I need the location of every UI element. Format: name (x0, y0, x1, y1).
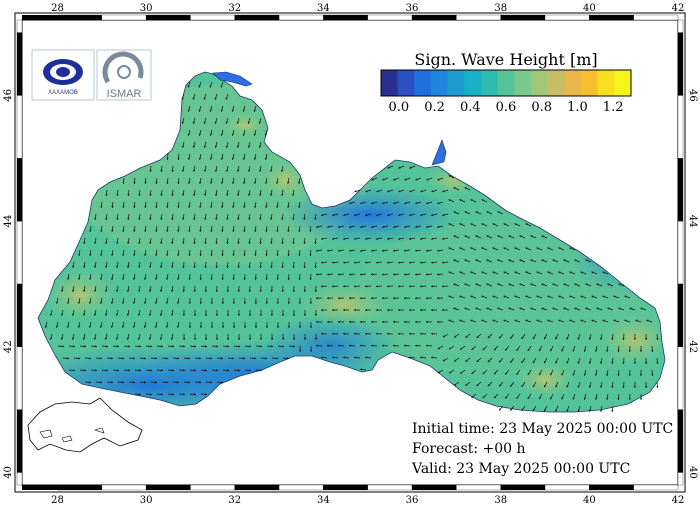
colorbar-swatch (397, 70, 415, 96)
colorbar-swatch (581, 70, 598, 96)
forecast-info: Initial time: 23 May 2025 00:00 UTC Fore… (411, 421, 673, 477)
lon-tick-bottom: 40 (583, 495, 596, 506)
lat-tick-left: 46 (3, 89, 14, 102)
lat-tick-right: 44 (687, 215, 698, 228)
colorbar-swatch (431, 70, 448, 96)
lon-tick-top: 32 (228, 3, 241, 14)
lon-tick-bottom: 30 (140, 495, 153, 506)
lon-tick-top: 28 (51, 3, 64, 14)
lon-tick-bottom: 36 (406, 495, 419, 506)
lon-tick-top: 30 (140, 3, 153, 14)
hahamov-logo-text: ХАХАМОВ (48, 90, 78, 96)
colorbar-swatch (497, 70, 515, 96)
lon-tick-labels-bottom: 28 30 32 34 36 38 40 42 (51, 495, 684, 506)
valid-time-text: Valid: 23 May 2025 00:00 UTC (411, 461, 630, 477)
wave-direction-arrows (45, 81, 659, 412)
lon-tick-top: 38 (494, 3, 507, 14)
colorbar-swatch (514, 70, 532, 96)
colorbar-swatch (464, 70, 482, 96)
lon-tick-labels-top: 28 30 32 34 36 38 40 42 (51, 3, 684, 14)
colorbar-tick: 0.4 (460, 100, 481, 115)
colorbar-swatch (547, 70, 565, 96)
ismar-logo-text: ISMAR (107, 88, 142, 100)
lon-tick-bottom: 28 (51, 495, 64, 506)
colorbar-tick: 0.2 (424, 100, 445, 115)
lat-tick-left: 40 (3, 466, 14, 479)
colorbar-tick-labels: 0.0 0.2 0.4 0.6 0.8 1.0 1.2 (389, 100, 624, 115)
lon-tick-top: 42 (672, 3, 685, 14)
legend-title: Sign. Wave Height [m] (414, 50, 597, 69)
lat-tick-left: 42 (3, 340, 14, 353)
lon-tick-bottom: 34 (317, 495, 330, 506)
colorbar-swatch (481, 70, 498, 96)
colorbar-tick: 0.8 (531, 100, 552, 115)
forecast-text: Forecast: +00 h (412, 441, 526, 457)
lat-tick-right: 42 (687, 340, 698, 353)
colorbar-swatch (447, 70, 465, 96)
marmara-islands (39, 427, 105, 443)
colorbar-legend: Sign. Wave Height [m] 0.0 0.2 0.4 0.6 0.8 1.0… (380, 50, 632, 115)
lon-tick-bottom: 32 (228, 495, 241, 506)
colorbar-swatch (531, 70, 548, 96)
coastline (37, 71, 666, 413)
colorbar-tick: 0.0 (389, 100, 410, 115)
colorbar-swatch (381, 70, 398, 96)
marmara-coast (27, 397, 143, 453)
colorbar-swatch (564, 70, 582, 96)
lon-tick-bottom: 38 (494, 495, 507, 506)
colorbar-swatch (414, 70, 432, 96)
colorbar-tick: 1.2 (603, 100, 624, 115)
colorbar (380, 69, 632, 97)
lat-tick-labels-right: 40 42 44 46 (687, 89, 698, 479)
lon-tick-top: 36 (406, 3, 419, 14)
lon-tick-top: 40 (583, 3, 596, 14)
colorbar-swatch (597, 70, 615, 96)
hahamov-logo: ХАХАМОВ (31, 49, 95, 101)
lon-tick-top: 34 (317, 3, 330, 14)
lat-tick-right: 46 (687, 89, 698, 102)
lat-tick-labels-left: 40 42 44 46 (3, 89, 14, 479)
colorbar-tick: 1.0 (567, 100, 588, 115)
lon-tick-bottom: 42 (672, 495, 685, 506)
sea-inlet (431, 139, 447, 166)
lat-tick-left: 44 (3, 215, 14, 228)
azov-inlet (212, 71, 253, 87)
colorbar-tick: 0.6 (496, 100, 517, 115)
ismar-logo: ISMAR (96, 49, 152, 101)
colorbar-swatch (614, 70, 632, 96)
lat-tick-right: 40 (687, 466, 698, 479)
initial-time-text: Initial time: 23 May 2025 00:00 UTC (412, 421, 673, 437)
